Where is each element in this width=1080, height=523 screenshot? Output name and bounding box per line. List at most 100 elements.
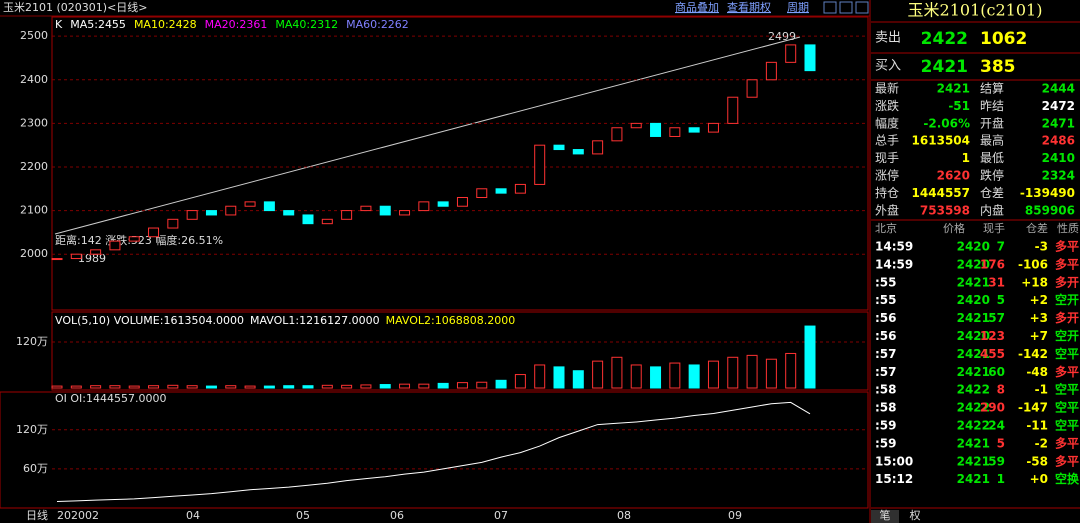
ticks-header: 性质 xyxy=(1057,221,1079,235)
stat-label: 结算 xyxy=(980,81,1004,96)
volume-bar xyxy=(321,384,333,389)
volume-bar xyxy=(476,381,488,389)
tick-cell: :58 xyxy=(875,401,897,415)
y-tick-label: 2300 xyxy=(20,116,48,129)
legend: MAVOL1:1216127.0000 xyxy=(250,314,380,327)
stat-label: 跌停 xyxy=(980,168,1004,183)
stat-value: -51 xyxy=(948,99,970,113)
stat-value: 1613504 xyxy=(912,134,970,148)
candle xyxy=(128,236,140,242)
price-panel xyxy=(51,16,869,311)
candle xyxy=(592,140,604,155)
annotation: 2499 xyxy=(768,30,796,43)
tick-cell: 2421 xyxy=(957,472,990,486)
tick-cell: +2 xyxy=(1030,293,1048,307)
stat-label: 昨结 xyxy=(980,99,1004,113)
tick-cell: 2421 xyxy=(957,436,990,450)
stat-value: 2620 xyxy=(937,169,970,183)
candle xyxy=(341,210,353,220)
tick-cell: 2420 xyxy=(957,329,990,343)
stat-value: 1444557 xyxy=(912,186,970,200)
tick-cell: :59 xyxy=(875,419,897,433)
bid-label: 买入 xyxy=(875,59,901,74)
volume-bar xyxy=(379,384,391,389)
tick-cell: 59 xyxy=(988,454,1005,468)
candle xyxy=(225,205,237,216)
stat-label: 涨跌 xyxy=(875,98,899,113)
tick-cell: 15:12 xyxy=(875,472,913,486)
stat-label: 持仓 xyxy=(875,185,899,200)
header-title: 玉米2101 (020301)<日线> xyxy=(3,0,148,14)
x-tick-label: 05 xyxy=(296,509,310,522)
stat-value: 2410 xyxy=(1042,151,1075,165)
tick-cell: -142 xyxy=(1018,347,1048,361)
tick-cell: :55 xyxy=(875,275,897,289)
candle xyxy=(476,188,488,199)
stat-value: 2324 xyxy=(1042,169,1075,183)
tick-cell: 多平 xyxy=(1055,364,1079,379)
tick-cell: 2421 xyxy=(957,365,990,379)
volume-bar xyxy=(669,362,681,389)
tick-cell: 123 xyxy=(980,329,1005,343)
tick-cell: 2422 xyxy=(957,383,990,397)
candle xyxy=(727,96,739,124)
volume-bar xyxy=(225,385,237,389)
candle xyxy=(167,218,179,229)
tick-cell: -3 xyxy=(1035,240,1048,254)
ask-volume: 1062 xyxy=(980,29,1027,49)
tab-label[interactable]: 笔 xyxy=(880,508,891,522)
stat-value: 2421 xyxy=(937,82,970,96)
tick-cell: :55 xyxy=(875,293,897,307)
tab-label[interactable]: 权 xyxy=(910,509,921,522)
tick-cell: 7 xyxy=(997,240,1005,254)
icon[interactable] xyxy=(839,1,853,14)
candle xyxy=(572,149,584,155)
volume-bar xyxy=(51,385,63,389)
link[interactable]: 商品叠加 xyxy=(675,0,719,14)
link[interactable]: 查看期权 xyxy=(727,0,771,14)
tick-cell: 31 xyxy=(988,275,1005,289)
candle xyxy=(804,44,816,72)
tick-cell: +7 xyxy=(1030,329,1048,343)
tick-cell: 8 xyxy=(997,383,1005,397)
volume-bar xyxy=(399,383,411,389)
icon[interactable] xyxy=(855,1,869,14)
candle xyxy=(669,127,681,137)
link[interactable]: 周期 xyxy=(787,1,809,14)
tab[interactable] xyxy=(871,510,899,523)
tick-cell: 2422 xyxy=(957,419,990,433)
stat-label: 内盘 xyxy=(980,202,1004,217)
volume-bar xyxy=(302,385,314,389)
candle xyxy=(283,210,295,216)
candle xyxy=(418,201,430,212)
top-bar xyxy=(0,0,870,16)
volume-bar xyxy=(572,370,584,389)
legend: MAVOL2:1068808.2000 xyxy=(386,314,516,327)
tick-cell: 2420 xyxy=(957,240,990,254)
tick-cell: -147 xyxy=(1018,401,1048,415)
tick-cell: :56 xyxy=(875,311,897,325)
icon[interactable] xyxy=(823,1,837,14)
stat-label: 总手 xyxy=(875,134,899,148)
y-tick-label: 2200 xyxy=(20,160,48,173)
candle xyxy=(534,144,546,185)
annotation: 1989 xyxy=(78,252,106,265)
volume-bar xyxy=(90,385,102,389)
ticks-header: 仓差 xyxy=(1026,221,1048,235)
tick-cell: :56 xyxy=(875,329,897,343)
ticks-header: 北京 xyxy=(875,221,897,235)
legend: MA20:2361 xyxy=(205,18,268,31)
x-tick-label: 202002 xyxy=(57,509,99,522)
volume-bar xyxy=(804,325,816,389)
candle xyxy=(707,122,719,133)
candle xyxy=(437,201,449,207)
tick-cell: 455 xyxy=(980,347,1005,361)
stat-label: 幅度 xyxy=(875,115,899,130)
stat-value: 1 xyxy=(962,151,970,165)
trend-line xyxy=(54,36,801,235)
tick-cell: 2422 xyxy=(957,401,990,415)
volume-bar xyxy=(592,360,604,389)
ask-label: 卖出 xyxy=(875,31,901,46)
tick-cell: -11 xyxy=(1026,419,1048,433)
